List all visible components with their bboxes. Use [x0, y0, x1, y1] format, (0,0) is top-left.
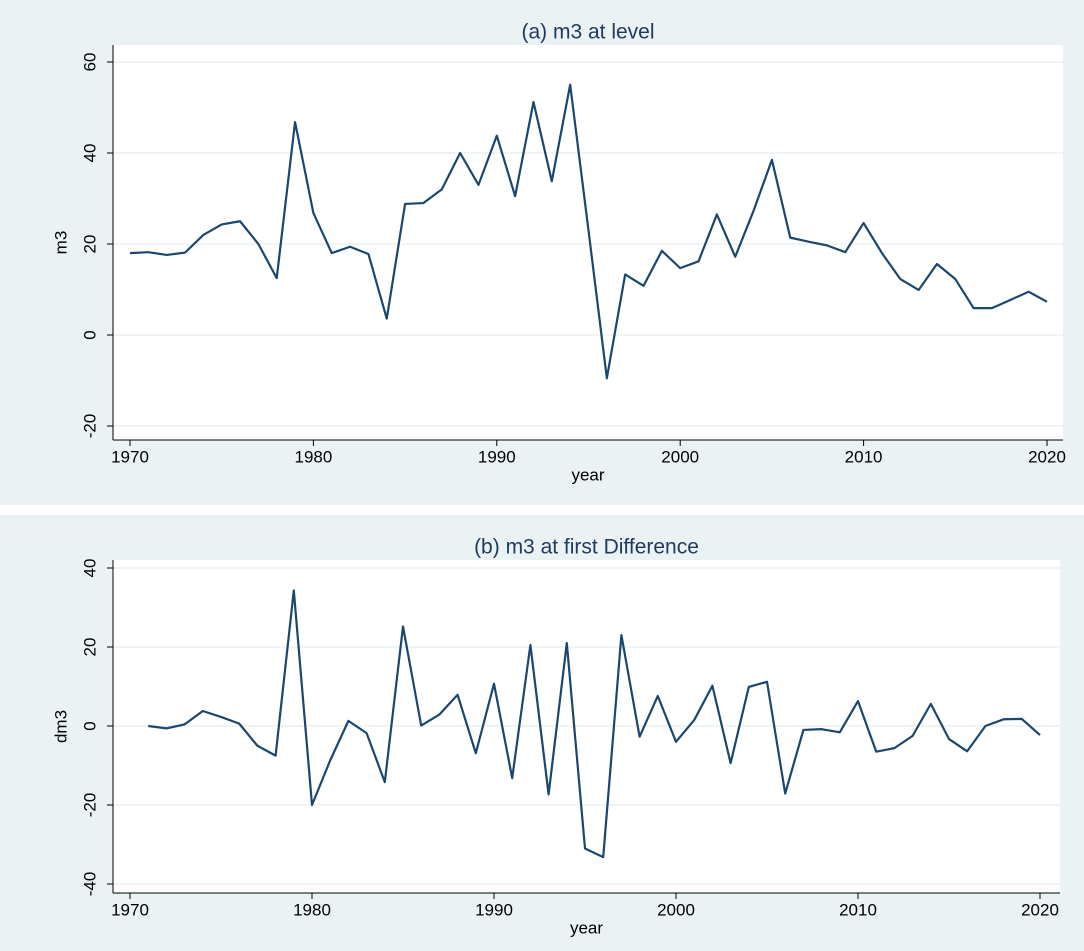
- x-tick-label: 2010: [839, 900, 877, 919]
- x-tick-label: 1980: [293, 900, 331, 919]
- data-line: [129, 83, 1048, 380]
- x-tick-label: 1990: [478, 447, 516, 466]
- x-tick-label: 2010: [845, 447, 883, 466]
- x-tick-label: 1970: [111, 900, 149, 919]
- x-axis-label: year: [570, 918, 603, 937]
- x-tick-label: 2000: [657, 900, 695, 919]
- x-tick-label: 1990: [475, 900, 513, 919]
- y-tick-label: 0: [80, 330, 99, 339]
- x-tick-label: 2000: [661, 447, 699, 466]
- x-axis-label: year: [571, 465, 604, 484]
- y-tick-label: 20: [80, 235, 99, 254]
- y-axis-label: dm3: [51, 710, 70, 743]
- chart-title: (b) m3 at first Difference: [474, 536, 699, 559]
- y-axis-label: m3: [51, 231, 70, 255]
- y-tick-label: -20: [80, 793, 99, 818]
- plot-area: [113, 45, 1063, 440]
- x-tick-label: 1980: [294, 447, 332, 466]
- y-tick-label: -40: [80, 872, 99, 897]
- x-tick-label: 2020: [1021, 900, 1059, 919]
- chart-title: (a) m3 at level: [521, 21, 654, 44]
- y-tick-label: -20: [80, 414, 99, 439]
- x-tick-label: 1970: [111, 447, 149, 466]
- y-tick-label: 40: [80, 559, 99, 578]
- data-line: [148, 589, 1041, 859]
- y-tick-label: 60: [80, 53, 99, 72]
- y-tick-label: 20: [80, 638, 99, 657]
- x-tick-label: 2020: [1028, 447, 1066, 466]
- y-tick-label: 0: [80, 721, 99, 730]
- y-tick-label: 40: [80, 144, 99, 163]
